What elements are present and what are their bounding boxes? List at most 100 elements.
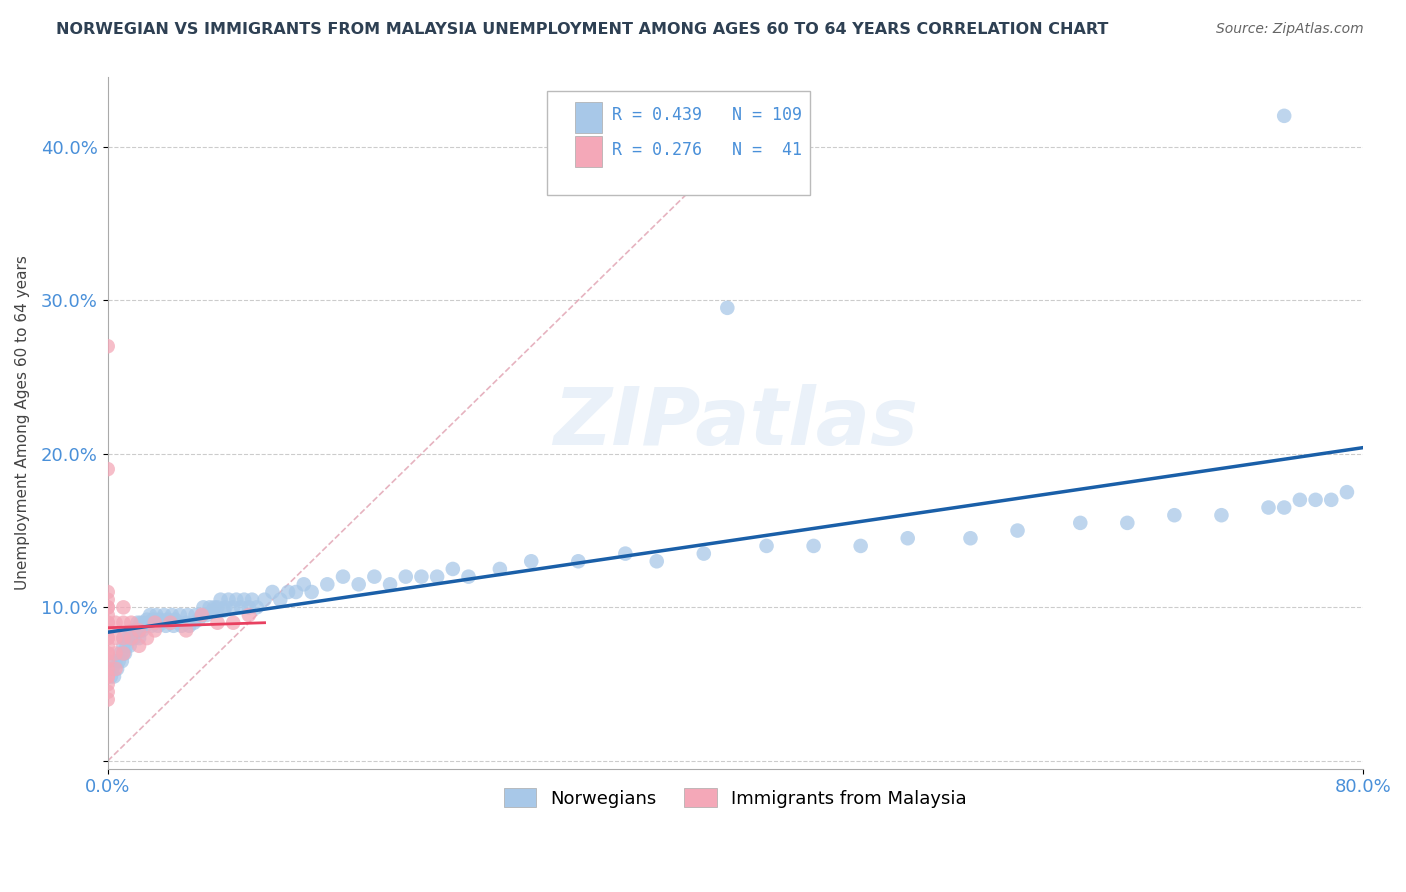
Point [214,600,236,615]
Point [233,592,256,607]
Point [105,662,128,676]
Point [238,600,260,615]
Point [174,624,197,638]
Point [457,569,479,583]
Point [131,624,153,638]
Point [167,615,190,630]
Point [152,615,174,630]
Point [160,608,183,623]
Point [112,631,135,645]
Point [159,615,181,630]
Point [803,539,825,553]
Point [614,547,637,561]
Point [97,615,120,630]
Point [520,554,543,568]
Point [170,619,193,633]
Text: R = 0.439   N = 109: R = 0.439 N = 109 [612,106,803,125]
Point [115,639,138,653]
Point [97,462,120,476]
Point [207,615,229,630]
Point [143,624,166,638]
Point [153,608,176,623]
Point [139,608,162,623]
Point [277,585,299,599]
Point [222,600,245,615]
Point [246,600,269,615]
Point [1289,492,1312,507]
Point [111,654,134,668]
Point [292,577,315,591]
Point [897,531,920,545]
Point [110,647,132,661]
Point [191,608,214,623]
Point [143,615,166,630]
Point [755,539,778,553]
Point [645,554,668,568]
Point [193,600,215,615]
Point [156,613,179,627]
Point [191,608,214,623]
Point [489,562,512,576]
Point [165,613,187,627]
Point [129,615,152,630]
Point [347,577,370,591]
Point [112,639,135,653]
Point [97,339,120,353]
Point [183,615,205,630]
Point [121,624,143,638]
Point [97,608,120,623]
Point [143,615,166,630]
Point [1007,524,1029,538]
Point [155,619,177,633]
Point [240,592,263,607]
Point [112,631,135,645]
Point [225,592,247,607]
Point [97,692,120,706]
Point [1211,508,1233,523]
Point [363,569,385,583]
Point [169,608,191,623]
Text: Source: ZipAtlas.com: Source: ZipAtlas.com [1216,22,1364,37]
Point [269,592,291,607]
Point [97,669,120,683]
Point [128,639,150,653]
Point [262,585,284,599]
Legend: Norwegians, Immigrants from Malaysia: Norwegians, Immigrants from Malaysia [496,780,974,815]
Point [395,569,418,583]
Point [426,569,449,583]
Point [97,631,120,645]
Text: ZIPatlas: ZIPatlas [553,384,918,462]
Point [120,615,142,630]
Point [148,613,170,627]
Point [138,615,160,630]
Point [959,531,981,545]
Point [118,639,141,653]
Point [97,631,120,645]
Point [1336,485,1358,500]
Point [218,592,240,607]
Point [179,619,201,633]
Point [1305,492,1327,507]
Point [124,631,146,645]
Point [187,613,209,627]
Point [411,569,433,583]
Point [159,615,181,630]
Point [229,600,252,615]
Point [134,619,156,633]
Point [97,685,120,699]
Point [104,647,127,661]
Point [162,619,184,633]
Point [567,554,589,568]
Point [145,608,167,623]
Point [849,539,872,553]
Point [238,608,260,623]
Point [97,639,120,653]
FancyBboxPatch shape [547,91,810,195]
Point [146,619,169,633]
Point [693,547,716,561]
Point [117,631,139,645]
Point [1069,516,1091,530]
Point [97,669,120,683]
Point [212,603,235,617]
Point [202,600,225,615]
